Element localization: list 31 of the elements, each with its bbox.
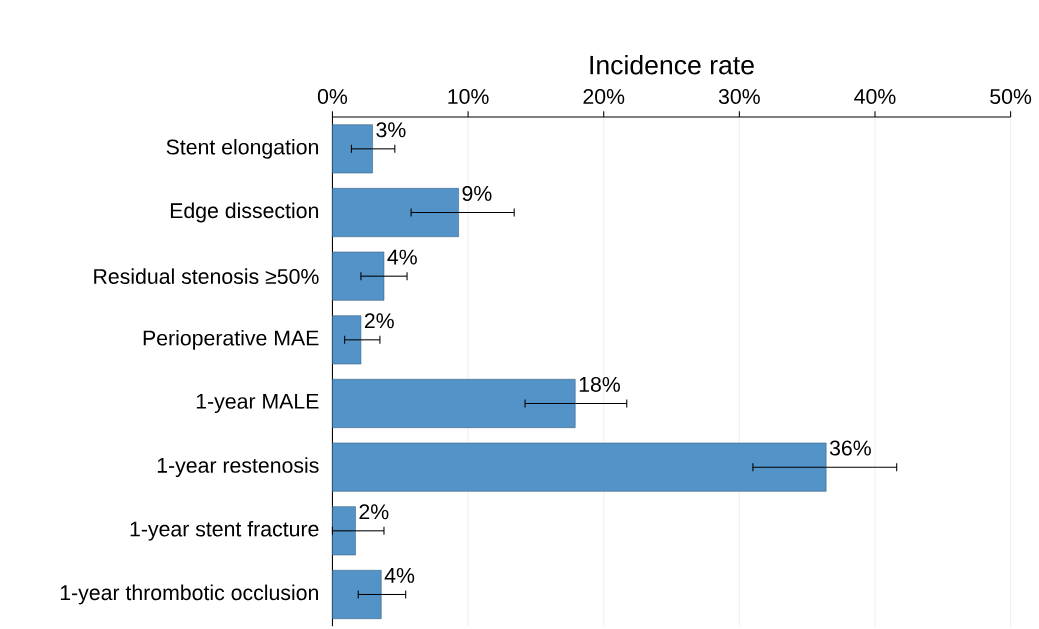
y-tick-label: 1-year restenosis <box>157 457 319 478</box>
bar <box>332 124 373 174</box>
x-tick-label: 40% <box>854 88 896 104</box>
data-label: 4% <box>387 249 417 265</box>
data-label: 3% <box>376 122 406 138</box>
bar <box>332 570 382 619</box>
x-axis-title: Incidence rate <box>590 54 754 75</box>
data-label: 2% <box>359 504 389 520</box>
bar <box>332 506 356 556</box>
y-tick-label: Residual stenosis ≥50% <box>94 268 319 284</box>
y-tick-label: 1-year MALE <box>196 393 319 414</box>
x-tick-label: 10% <box>448 88 489 104</box>
data-label: 18% <box>579 376 620 392</box>
data-label: 9% <box>462 185 492 201</box>
x-tick-label: 50% <box>990 88 1032 104</box>
bar <box>332 442 827 492</box>
bar <box>332 379 576 428</box>
y-tick-label: Edge dissection <box>170 202 318 223</box>
x-tick-label: 30% <box>718 88 760 104</box>
y-tick-label: Stent elongation <box>166 138 318 159</box>
y-tick-label: 1-year thrombotic occlusion <box>60 584 318 605</box>
data-label: 2% <box>364 313 394 329</box>
y-tick-label: Perioperative MAE <box>143 329 319 350</box>
bar <box>332 251 385 301</box>
data-label: 4% <box>384 567 415 583</box>
x-tick-label: 0% <box>317 88 348 104</box>
bar <box>332 188 459 237</box>
bar <box>332 315 362 365</box>
y-tick-label: 1-year stent fracture <box>130 520 319 541</box>
data-label: 36% <box>829 440 871 456</box>
x-tick-label: 20% <box>583 88 625 104</box>
